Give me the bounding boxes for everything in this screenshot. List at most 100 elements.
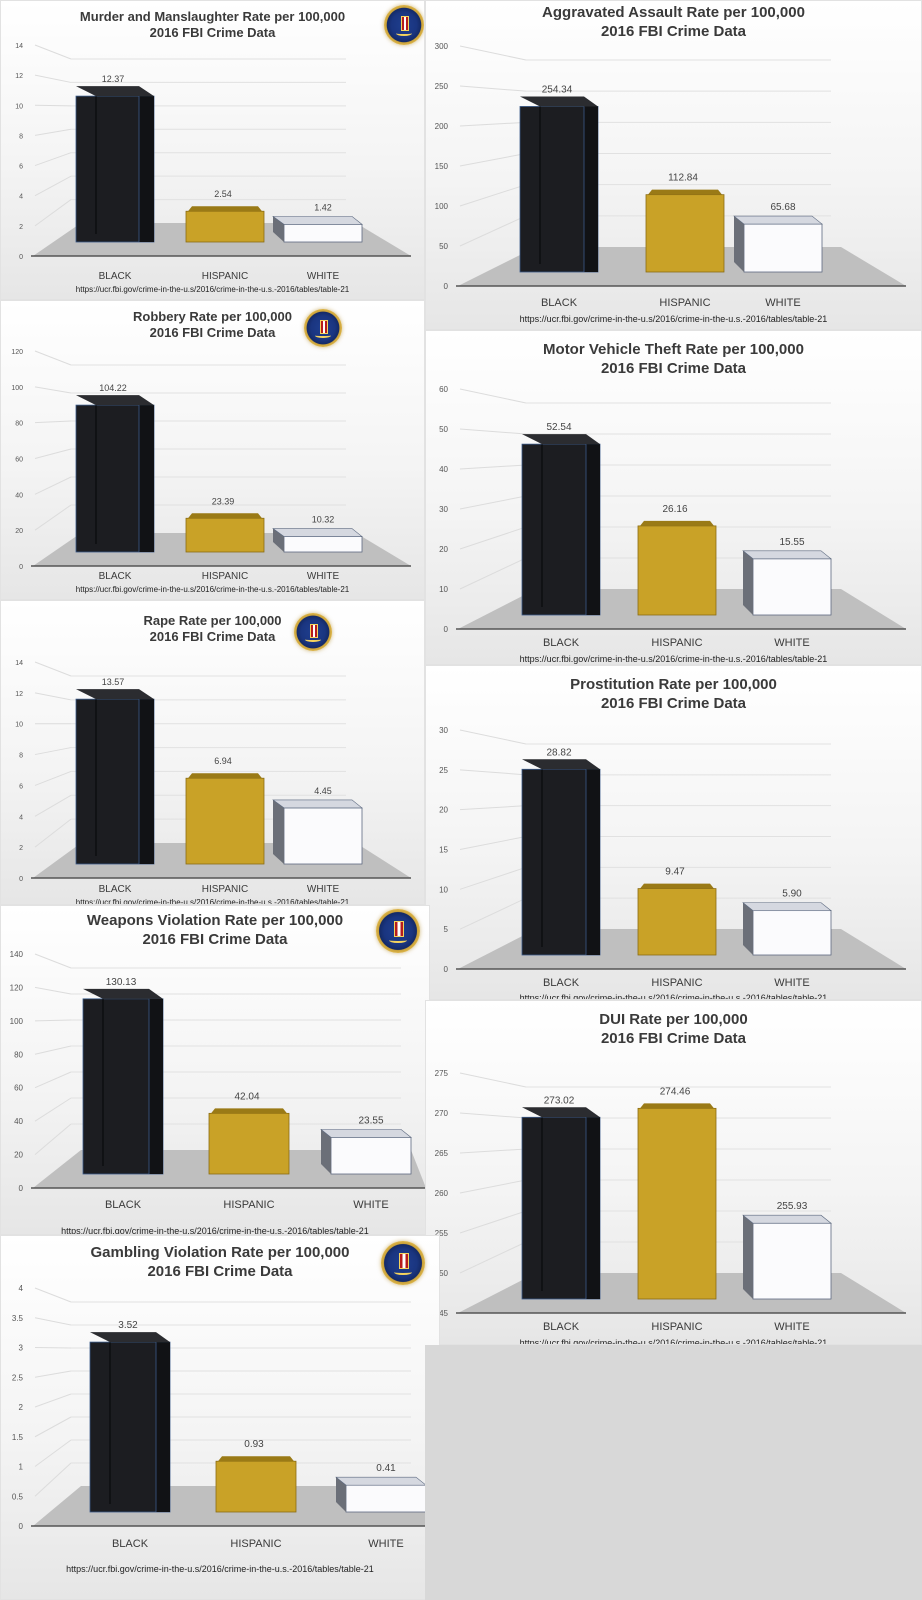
bar-hispanic	[645, 189, 725, 273]
bar-white	[742, 550, 832, 616]
source-url: https://ucr.fbi.gov/crime-in-the-u.s/201…	[61, 1226, 369, 1235]
bar-hispanic	[208, 1108, 290, 1175]
y-tick-label: 10	[439, 885, 448, 894]
chart-panel-prostitution: 0 5 10 15 20 25 30 28.82 BLACK 9.47 HISPANIC 5.90 WH…	[425, 665, 922, 1000]
data-label: 255.93	[777, 1201, 808, 1212]
bar-black	[75, 395, 155, 553]
y-tick-label: 0	[19, 1522, 24, 1531]
fbi-seal-icon	[384, 5, 424, 45]
data-label: 273.02	[544, 1095, 575, 1106]
y-tick-label: 80	[15, 421, 23, 428]
y-tick-label: 2.5	[12, 1373, 24, 1382]
chart-subtitle: 2016 FBI Crime Data	[142, 930, 288, 948]
y-tick-label: 100	[10, 1017, 24, 1026]
y-tick-label: 2	[19, 1403, 24, 1412]
y-tick-label: 250	[435, 82, 449, 91]
y-tick-label: 270	[435, 1109, 449, 1118]
y-tick-label: 250	[435, 1269, 449, 1278]
y-tick-label: 0	[19, 876, 23, 883]
bar-black	[519, 96, 599, 273]
y-tick-label: 80	[14, 1050, 23, 1059]
data-label: 65.68	[770, 202, 795, 213]
x-category-label: WHITE	[307, 271, 340, 282]
y-tick-label: 255	[435, 1229, 449, 1238]
y-tick-label: 265	[435, 1149, 449, 1158]
chart-panel-gambling-violation: 0 0.5 1 1.5 2 2.5 3 3.5 4 3.52 BLACK 0.93 HISPANIC 0.…	[0, 1235, 440, 1600]
y-tick-label: 1	[19, 1463, 24, 1472]
x-category-label: WHITE	[368, 1538, 403, 1550]
y-tick-label: 100	[11, 385, 23, 392]
x-category-label: HISPANIC	[651, 637, 702, 649]
y-tick-label: 40	[439, 465, 448, 474]
y-tick-label: 60	[439, 385, 448, 394]
y-tick-label: 25	[439, 766, 448, 775]
data-label: 42.04	[234, 1091, 259, 1102]
chart-title: Gambling Violation Rate per 100,000 2016 …	[1, 1244, 439, 1282]
x-category-label: HISPANIC	[223, 1199, 274, 1211]
source-url: https://ucr.fbi.gov/crime-in-the-u.s/201…	[519, 654, 828, 664]
chart-title: Motor Vehicle Theft Rate per 100,000 2016…	[426, 341, 921, 379]
source-url: https://ucr.fbi.gov/crime-in-the-u.s/201…	[519, 314, 828, 324]
chart-title-main: Murder and Manslaughter Rate per 100,000	[79, 9, 346, 24]
source-footer-empty-panel	[425, 1345, 922, 1600]
y-tick-label: 40	[15, 492, 23, 499]
y-tick-label: 40	[14, 1117, 23, 1126]
y-tick-label: 2	[19, 845, 23, 852]
y-tick-label: 4	[19, 814, 23, 821]
data-label: 130.13	[106, 977, 137, 988]
y-tick-label: 20	[439, 806, 448, 815]
chart-panel-dui: 245 250 255 260 265 270 275 273.02 BLACK 274.46 HI…	[425, 1000, 922, 1345]
chart-subtitle: 2016 FBI Crime Data	[600, 694, 747, 712]
x-category-label: BLACK	[99, 884, 132, 895]
bar-hispanic	[185, 206, 265, 243]
bar-black	[521, 434, 601, 616]
chart-title: Robbery Rate per 100,000 2016 FBI Crime D…	[1, 309, 424, 342]
data-label: 13.57	[102, 677, 125, 687]
y-tick-label: 6	[19, 783, 23, 790]
bar-white	[272, 799, 363, 865]
data-label: 23.55	[358, 1115, 383, 1126]
chart-title-main: Motor Vehicle Theft Rate per 100,000	[543, 341, 804, 358]
bar-white	[742, 902, 832, 956]
y-tick-label: 140	[10, 950, 24, 959]
y-tick-label: 2	[19, 224, 23, 231]
bar-chart: 0 0.5 1 1.5 2 2.5 3 3.5 4 3.52 BLACK 0.93 HISPANIC 0.…	[12, 1284, 439, 1550]
source-url: https://ucr.fbi.gov/crime-in-the-u.s/201…	[75, 898, 350, 905]
chart-panel-motor-vehicle-theft: 0 10 20 30 40 50 60 52.54 BLACK 26.16 HISPANIC 15.5…	[425, 330, 922, 665]
chart-title: Prostitution Rate per 100,000 2016 FBI Cr…	[426, 676, 921, 714]
bar-black	[75, 689, 155, 865]
y-tick-label: 12	[15, 691, 23, 698]
x-category-label: BLACK	[105, 1199, 142, 1211]
y-tick-label: 150	[435, 162, 449, 171]
source-url: https://ucr.fbi.gov/crime-in-the-u.s/201…	[519, 1338, 828, 1345]
x-category-label: WHITE	[765, 297, 800, 309]
x-category-label: WHITE	[774, 637, 809, 649]
x-category-label: WHITE	[307, 571, 340, 582]
y-tick-label: 0	[19, 254, 23, 261]
x-category-label: BLACK	[112, 1538, 149, 1550]
y-tick-label: 30	[439, 726, 448, 735]
data-label: 10.32	[312, 515, 335, 525]
bar-black	[89, 1332, 171, 1513]
chart-panel-weapons-violation: 0 20 40 60 80 100 120 140 130.13 BLACK 42.04 HISPAN…	[0, 905, 430, 1235]
x-category-label: HISPANIC	[651, 977, 702, 989]
data-label: 9.47	[665, 867, 685, 878]
source-url: https://ucr.fbi.gov/crime-in-the-u.s/201…	[66, 1564, 374, 1574]
chart-title-main: DUI Rate per 100,000	[599, 1011, 748, 1028]
x-category-label: BLACK	[543, 977, 580, 989]
y-tick-label: 60	[14, 1084, 23, 1093]
data-label: 52.54	[546, 422, 571, 433]
bar-hispanic	[637, 1103, 717, 1300]
y-tick-label: 0	[444, 965, 449, 974]
chart-title-main: Prostitution Rate per 100,000	[570, 676, 777, 693]
x-category-label: HISPANIC	[202, 271, 249, 282]
data-label: 3.52	[118, 1320, 138, 1331]
y-tick-label: 12	[15, 73, 23, 80]
chart-subtitle: 2016 FBI Crime Data	[149, 325, 276, 341]
chart-subtitle: 2016 FBI Crime Data	[147, 1262, 293, 1280]
bar-chart: 0 2 4 6 8 10 12 14 13.57 BLACK 6.94 HISPANIC 4.45 WHI…	[15, 660, 411, 895]
bar-black	[521, 759, 601, 956]
x-category-label: WHITE	[774, 1321, 809, 1333]
data-label: 0.93	[244, 1439, 264, 1450]
data-label: 254.34	[542, 84, 573, 95]
